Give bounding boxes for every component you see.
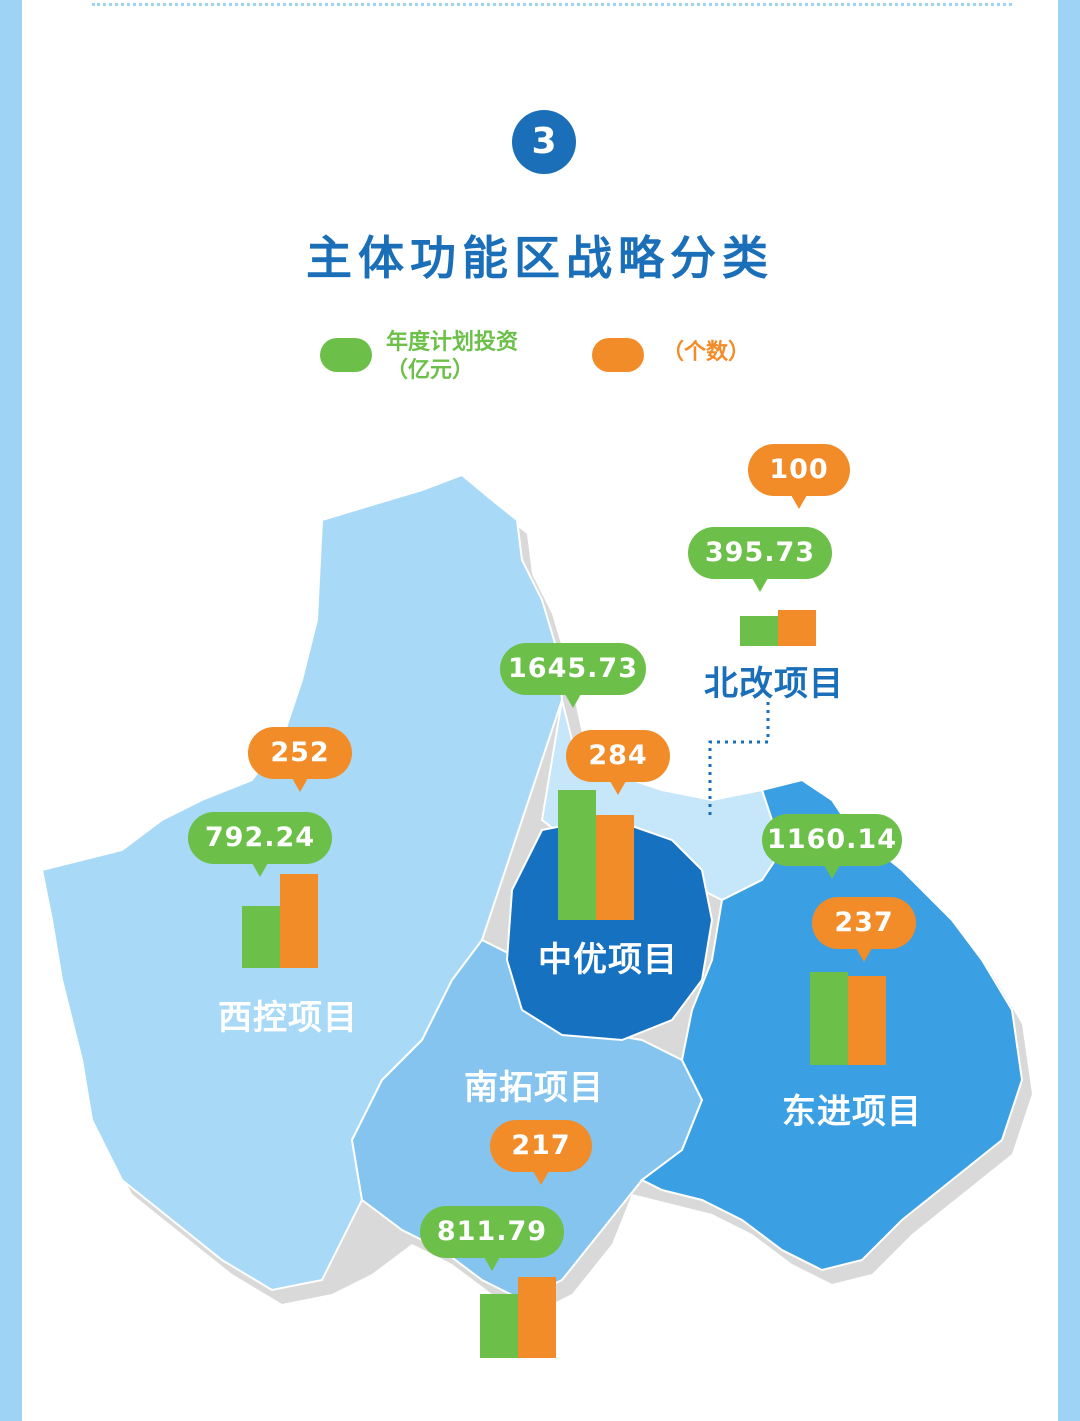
dongjin-count-bar [848, 976, 886, 1065]
zhongyou-count-bar [596, 815, 634, 920]
step-number-badge: 3 [512, 110, 576, 174]
infographic-page: 3 主体功能区战略分类 年度计划投资 （亿元） （个数） 252 792.24 … [22, 0, 1058, 1421]
beigai-leader-line [708, 702, 770, 816]
legend-investment-unit: （亿元） [386, 358, 475, 383]
legend-investment-label: 年度计划投资 [386, 330, 519, 355]
zhongyou-count-bubble: 284 [566, 730, 670, 795]
nantuo-investment-bubble: 811.79 [420, 1206, 564, 1271]
beigai-investment-bubble: 395.73 [688, 527, 832, 592]
page-title: 主体功能区战略分类 [306, 231, 774, 285]
xikong-count-bubble: 252 [248, 727, 352, 792]
dongjin-investment-bubble: 1160.14 [762, 814, 902, 879]
nantuo-count-bubble: 217 [490, 1120, 592, 1185]
beigai-investment-bar [740, 616, 778, 646]
zhongyou-region-label: 中优项目 [538, 940, 678, 980]
beigai-count-bubble: 100 [748, 444, 850, 509]
legend-count-swatch [592, 338, 644, 372]
nantuo-count-bar [518, 1277, 556, 1358]
xikong-region-label: 西控项目 [218, 998, 358, 1038]
beigai-count-bar [778, 610, 816, 646]
xikong-investment-bubble: 792.24 [188, 812, 332, 877]
zhongyou-investment-bar [558, 790, 596, 920]
dongjin-count-bubble: 237 [812, 897, 916, 962]
xikong-investment-bar [242, 906, 280, 968]
zhongyou-investment-bubble: 1645.73 [500, 643, 646, 708]
beigai-region-label: 北改项目 [704, 664, 844, 704]
top-dotted-divider [92, 3, 1012, 6]
nantuo-region-label: 南拓项目 [464, 1068, 604, 1108]
dongjin-region-label: 东进项目 [782, 1092, 922, 1132]
xikong-count-bar [280, 874, 318, 968]
dongjin-investment-bar [810, 972, 848, 1065]
nantuo-investment-bar [480, 1294, 518, 1358]
legend-count-label: （个数） [662, 340, 751, 365]
legend-investment-swatch [320, 338, 372, 372]
